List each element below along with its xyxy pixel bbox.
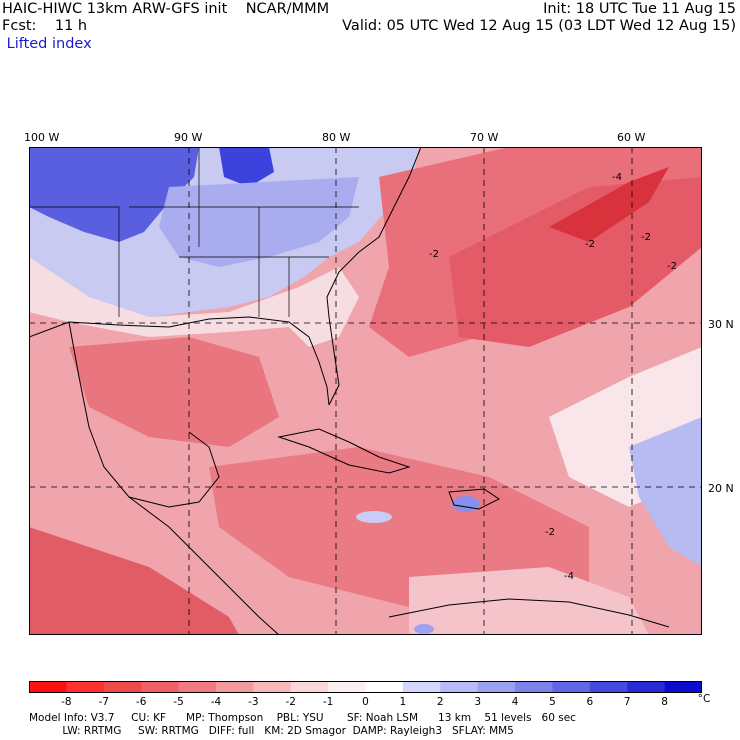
colorbar-unit: °C xyxy=(697,693,711,705)
coastline-mexico xyxy=(68,321,220,508)
coastline-central-america xyxy=(128,496,280,635)
colorbar-swatch xyxy=(440,681,479,693)
colorbar-tick-label: -2 xyxy=(285,696,296,708)
coastline-hispaniola xyxy=(448,488,500,510)
colorbar-swatch xyxy=(29,681,67,693)
colorbar-tick-label: 3 xyxy=(474,696,481,708)
colorbar-swatch xyxy=(141,681,180,693)
map-frame xyxy=(29,147,702,635)
hot-streak xyxy=(549,167,669,242)
colorbar-swatch xyxy=(515,681,553,693)
cool-spot-hispaniola xyxy=(452,496,480,512)
colorbar-tick-label: -3 xyxy=(248,696,259,708)
cool-spot-cuba xyxy=(356,511,392,523)
lat-label-30n: 30 N xyxy=(708,318,734,331)
colorbar-frame xyxy=(29,681,702,693)
state-borders xyxy=(29,147,359,317)
colorbar-swatch xyxy=(552,681,591,693)
colorbar-swatch xyxy=(178,681,217,693)
contour-label: -2 xyxy=(585,239,595,250)
colorbar-tick-label: 1 xyxy=(399,696,407,708)
colorbar-tick-label: -5 xyxy=(173,696,184,708)
contour-label: -2 xyxy=(545,527,555,538)
colorbar-tick-label: 2 xyxy=(436,696,444,708)
contour-label: -2 xyxy=(429,249,439,260)
colorbar-swatch xyxy=(477,681,516,693)
colorbar-swatch xyxy=(664,681,702,693)
contour-label: -2 xyxy=(667,261,677,272)
colorbar-swatch xyxy=(103,681,142,693)
colorbar-tick-label: 0 xyxy=(362,696,369,708)
cold-core-northwest xyxy=(29,147,199,242)
lon-label-80w: 80 W xyxy=(322,131,351,144)
lat-label-20n: 20 N xyxy=(708,482,734,495)
contour-label: -4 xyxy=(564,571,574,582)
cool-spot-panama xyxy=(414,624,434,634)
model-info-line1: Model Info: V3.7 CU: KF MP: Thompson PBL… xyxy=(29,712,576,724)
neutral-se xyxy=(409,567,649,635)
coastline-us-gulf xyxy=(29,316,330,406)
coastline-south-america xyxy=(388,598,670,628)
colorbar-swatch xyxy=(253,681,292,693)
colorbar-tick-label: 7 xyxy=(623,696,631,708)
colorbar-swatch xyxy=(328,681,366,693)
colorbar-tick-label: -7 xyxy=(98,696,110,708)
lon-label-100w: 100 W xyxy=(24,131,60,144)
valid-time: Valid: 05 UTC Wed 12 Aug 15 (03 LDT Wed … xyxy=(342,18,736,34)
lifted-index-map: -4 -2 -2 -2 -2 -2 -4 xyxy=(29,147,702,635)
coastline-cuba xyxy=(277,428,411,474)
lon-label-70w: 70 W xyxy=(470,131,499,144)
colorbar-tick-label: 5 xyxy=(549,696,556,708)
colorbar-swatch xyxy=(66,681,105,693)
lon-label-90w: 90 W xyxy=(174,131,203,144)
model-info-line2: LW: RRTMG SW: RRTMG DIFF: full KM: 2D Sm… xyxy=(29,725,514,737)
hot-pacific xyxy=(29,527,239,635)
colorbar-swatch xyxy=(215,681,254,693)
header-title: HAIC-HIWC 13km ARW-GFS init NCAR/MMM xyxy=(2,1,330,17)
colorbar-swatch xyxy=(402,681,441,693)
colorbar-tick-label: 6 xyxy=(586,696,594,708)
contour-label: -4 xyxy=(612,172,622,183)
cool-east xyxy=(629,417,702,567)
colorbar-tick-label: 4 xyxy=(511,696,519,708)
contour-label: -2 xyxy=(641,232,651,243)
colorbar-swatch xyxy=(589,681,628,693)
colorbar-tick-label: -8 xyxy=(61,696,72,708)
colorbar xyxy=(29,681,702,693)
hot-gulf xyxy=(69,337,279,447)
lon-label-60w: 60 W xyxy=(617,131,646,144)
colorbar-tick-label: -4 xyxy=(210,696,222,708)
field-name: Lifted index xyxy=(2,36,92,52)
colorbar-tick-label: -1 xyxy=(322,696,334,708)
hot-band-atlantic-2 xyxy=(449,177,702,347)
colorbar-swatch xyxy=(365,681,404,693)
init-time: Init: 18 UTC Tue 11 Aug 15 xyxy=(543,1,736,17)
forecast-hour: Fcst: 11 h xyxy=(2,18,88,34)
cold-core-center xyxy=(219,147,274,187)
coastline-florida-east xyxy=(326,147,422,406)
colorbar-tick-label: -6 xyxy=(135,696,147,708)
colorbar-swatch xyxy=(290,681,329,693)
colorbar-tick-label: 8 xyxy=(661,696,668,708)
colorbar-swatch xyxy=(627,681,666,693)
